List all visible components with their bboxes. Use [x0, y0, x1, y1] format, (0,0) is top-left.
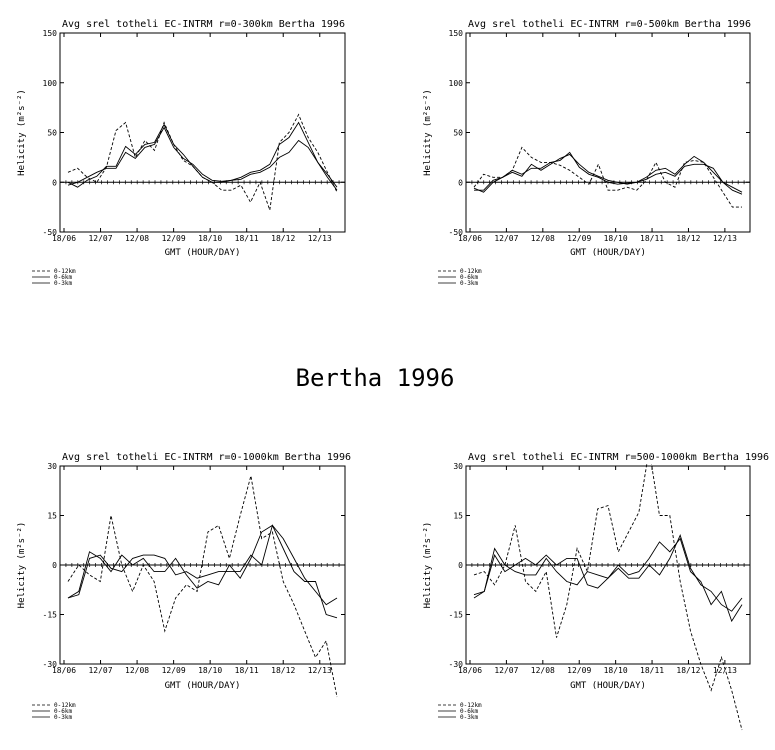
legend-label: 0-6km: [54, 708, 72, 715]
x-tick-label: 18/06: [458, 666, 482, 675]
series-line-0-12km: [473, 146, 742, 208]
legend-label: 0-3km: [54, 714, 72, 721]
y-tick-label: 150: [449, 29, 464, 38]
y-tick-label: 0: [52, 178, 57, 187]
x-tick-label: 12/09: [162, 666, 186, 675]
x-tick-label: 18/12: [271, 234, 295, 243]
x-tick-label: 12/13: [713, 666, 737, 675]
y-axis-label: Helicity (m²s⁻²): [423, 522, 433, 609]
y-tick-label: 0: [458, 178, 463, 187]
chart-title: Avg srel totheli EC-INTRM r=500-1000km B…: [468, 452, 769, 463]
legend-label: 0-3km: [54, 280, 72, 287]
chart-panel-3: Avg srel totheli EC-INTRM r=0-1000km Ber…: [17, 452, 351, 721]
y-tick-label: 50: [47, 129, 57, 138]
chart-title: Avg srel totheli EC-INTRM r=0-1000km Ber…: [62, 452, 351, 463]
y-axis-label: Helicity (m²s⁻²): [17, 89, 27, 176]
series-line-0-6km: [473, 537, 743, 623]
chart-panel-4: Avg srel totheli EC-INTRM r=500-1000km B…: [423, 452, 769, 731]
x-tick-label: 18/06: [458, 234, 482, 243]
legend-label: 0-12km: [460, 268, 482, 275]
y-tick-label: 0: [52, 561, 57, 570]
y-tick-label: 30: [47, 462, 57, 471]
x-tick-label: 12/09: [162, 234, 186, 243]
x-tick-label: 12/07: [494, 666, 518, 675]
x-tick-label: 12/08: [125, 666, 149, 675]
x-tick-label: 12/08: [125, 234, 149, 243]
chart-panel-1: Avg srel totheli EC-INTRM r=0-300km Bert…: [17, 19, 346, 287]
y-tick-label: -30: [449, 660, 464, 669]
x-tick-label: 12/07: [88, 666, 112, 675]
legend-label: 0-3km: [460, 714, 478, 721]
x-axis-label: GMT (HOUR/DAY): [165, 248, 241, 258]
y-axis-label: Helicity (m²s⁻²): [423, 89, 433, 176]
legend-label: 0-6km: [460, 274, 478, 281]
x-tick-label: 12/13: [308, 666, 332, 675]
figure-title: Bertha 1996: [296, 364, 455, 392]
x-axis-label: GMT (HOUR/DAY): [165, 681, 241, 691]
series-line-0-6km: [474, 153, 743, 193]
x-tick-label: 18/10: [198, 666, 222, 675]
legend-label: 0-6km: [460, 708, 478, 715]
x-tick-label: 18/12: [271, 666, 295, 675]
y-tick-label: -15: [449, 611, 464, 620]
y-tick-label: 15: [47, 512, 57, 521]
plot-frame: [465, 32, 751, 233]
x-tick-label: 18/10: [604, 666, 628, 675]
legend-label: 0-12km: [54, 268, 76, 275]
series-line-0-3km: [67, 126, 338, 188]
series-line-0-3km: [473, 151, 743, 195]
chart-panel-2: Avg srel totheli EC-INTRM r=0-500km Bert…: [423, 19, 751, 287]
x-tick-label: 18/12: [676, 666, 700, 675]
series-line-0-12km: [67, 113, 338, 211]
x-tick-label: 18/10: [604, 234, 628, 243]
x-tick-label: 18/06: [52, 234, 76, 243]
legend-label: 0-3km: [460, 280, 478, 287]
x-tick-label: 18/06: [52, 666, 76, 675]
x-tick-label: 18/11: [640, 666, 664, 675]
series-line-0-3km: [67, 524, 338, 619]
x-tick-label: 18/12: [676, 234, 700, 243]
y-tick-label: 30: [453, 462, 463, 471]
y-axis-label: Helicity (m²s⁻²): [17, 522, 27, 609]
y-tick-label: -50: [449, 228, 464, 237]
x-tick-label: 12/09: [567, 666, 591, 675]
x-tick-label: 12/09: [567, 234, 591, 243]
y-tick-label: 150: [43, 29, 58, 38]
y-tick-label: -15: [43, 611, 58, 620]
x-tick-label: 12/08: [531, 666, 555, 675]
series-line-0-12km: [67, 475, 338, 698]
x-tick-label: 12/13: [308, 234, 332, 243]
x-tick-label: 18/11: [235, 234, 259, 243]
series-line-0-3km: [473, 534, 743, 612]
x-tick-label: 12/08: [531, 234, 555, 243]
y-tick-label: 100: [43, 79, 58, 88]
legend-label: 0-12km: [460, 702, 482, 709]
y-tick-label: 0: [458, 561, 463, 570]
y-tick-label: 100: [449, 79, 464, 88]
plot-frame: [59, 32, 346, 233]
x-tick-label: 12/13: [713, 234, 737, 243]
x-tick-label: 12/07: [494, 234, 518, 243]
y-tick-label: -30: [43, 660, 58, 669]
x-tick-label: 18/11: [235, 666, 259, 675]
y-tick-label: 50: [453, 129, 463, 138]
legend-label: 0-6km: [54, 274, 72, 281]
y-tick-label: 15: [453, 512, 463, 521]
x-tick-label: 12/07: [88, 234, 112, 243]
legend-label: 0-12km: [54, 702, 76, 709]
x-axis-label: GMT (HOUR/DAY): [570, 681, 646, 691]
chart-title: Avg srel totheli EC-INTRM r=0-500km Bert…: [468, 19, 751, 30]
chart-title: Avg srel totheli EC-INTRM r=0-300km Bert…: [62, 19, 345, 30]
x-tick-label: 18/10: [198, 234, 222, 243]
y-tick-label: -50: [43, 228, 58, 237]
x-axis-label: GMT (HOUR/DAY): [570, 248, 646, 258]
series-line-0-12km: [473, 464, 743, 731]
series-line-0-6km: [67, 121, 338, 191]
x-tick-label: 18/11: [640, 234, 664, 243]
